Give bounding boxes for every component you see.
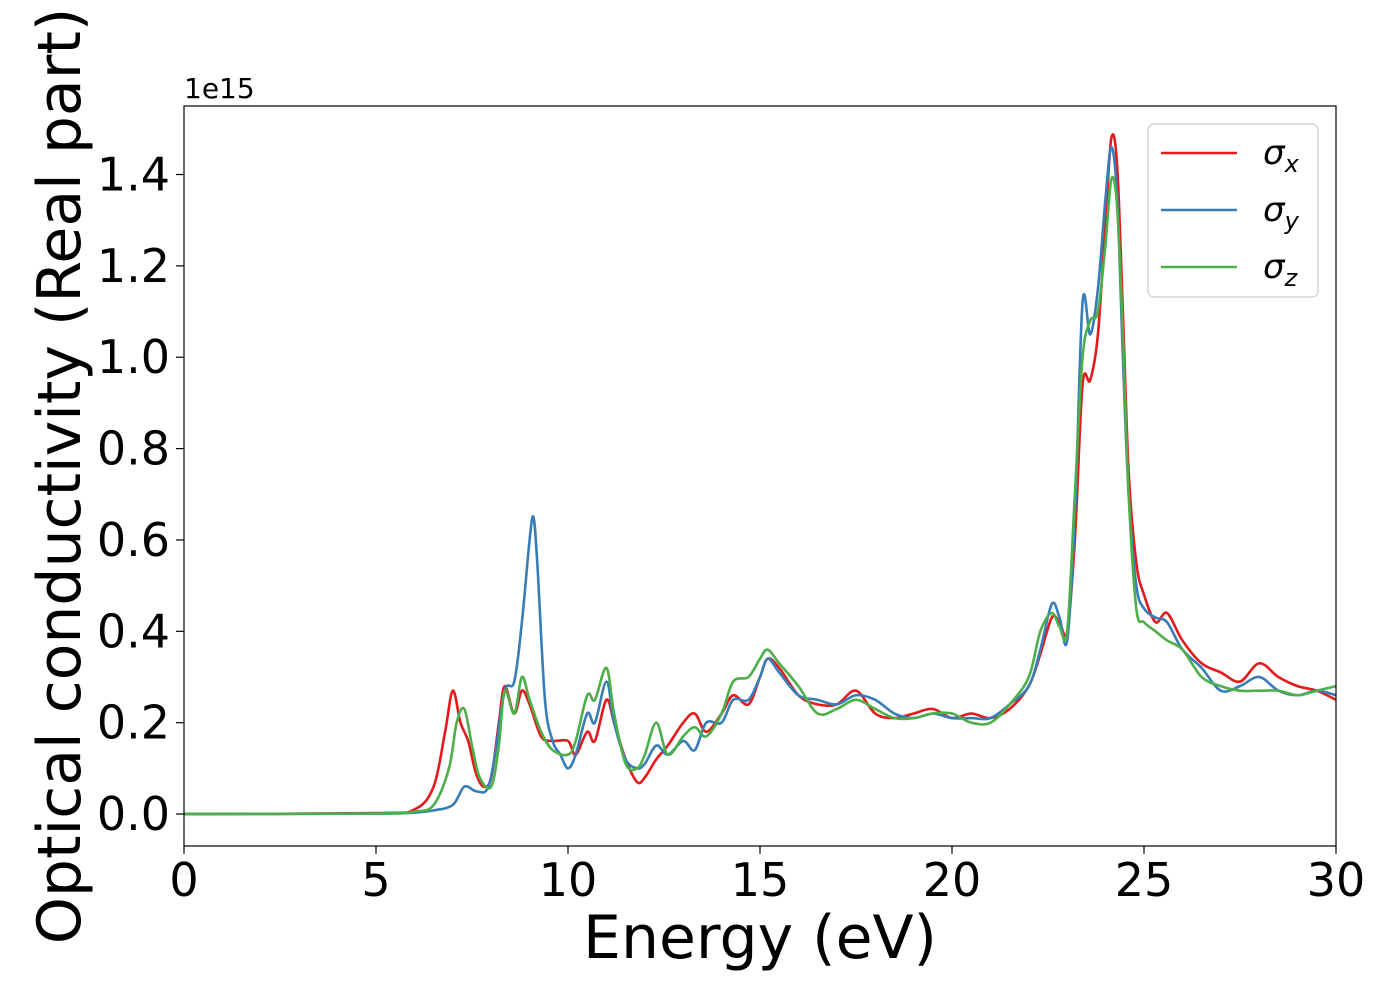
legend-label: σx: [1263, 133, 1300, 178]
x-tick-label: 20: [923, 853, 982, 907]
series-layer: [184, 133, 1336, 816]
y-offset-text: 1e15: [184, 72, 255, 105]
x-tick-label: 10: [539, 853, 598, 907]
y-tick-label: 1.4: [97, 148, 170, 202]
y-tick-label: 0.4: [97, 604, 170, 658]
x-tick-label: 30: [1307, 853, 1366, 907]
y-tick-label: 1.0: [97, 330, 170, 384]
x-tick-label: 5: [361, 853, 390, 907]
x-tick-label: 0: [169, 853, 198, 907]
legend-label: σy: [1263, 190, 1300, 235]
x-tick-label: 15: [731, 853, 790, 907]
ticks-layer: 0 5 10 15 20 25 30 0.0 0.2 0.4 0.6 0.8 1.0 1.2 1.4: [97, 148, 1365, 907]
legend-item-x: σx: [1161, 133, 1300, 178]
y-tick-label: 0.8: [97, 422, 170, 476]
y-tick-label: 0.6: [97, 513, 170, 567]
series-line-z: [184, 175, 1336, 816]
x-axis-label: Energy (eV): [583, 903, 937, 973]
legend-label: σz: [1263, 247, 1299, 292]
y-axis-label: Optical conductivity (Real part): [25, 8, 95, 945]
y-tick-label: 1.2: [97, 239, 170, 293]
legend-item-z: σz: [1161, 247, 1299, 292]
legend-item-y: σy: [1161, 190, 1300, 235]
legend: σx σy σz: [1147, 123, 1319, 298]
x-tick-label: 25: [1115, 853, 1174, 907]
y-tick-label: 0.0: [97, 787, 170, 841]
y-tick-label: 0.2: [97, 696, 170, 750]
